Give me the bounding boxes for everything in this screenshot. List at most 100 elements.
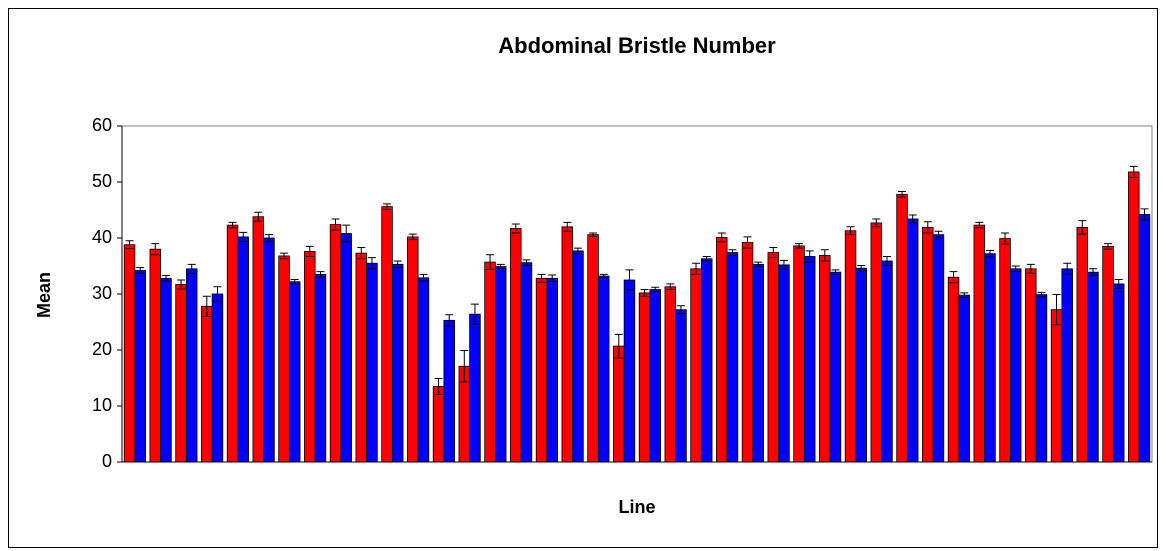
error-bar: [702, 255, 711, 262]
bar: [922, 226, 934, 463]
error-bar: [419, 273, 428, 282]
bar: [391, 263, 404, 463]
bar: [469, 313, 481, 463]
bar: [613, 345, 625, 463]
error-bar: [872, 218, 881, 228]
error-bar: [960, 292, 969, 298]
error-bar: [728, 249, 737, 256]
y-tick-label: 40: [92, 227, 112, 247]
bar: [1087, 271, 1099, 463]
bar: [906, 218, 919, 463]
error-bar: [239, 231, 248, 242]
bar: [597, 275, 610, 463]
error-bar: [769, 247, 778, 259]
y-tick-label: 20: [92, 339, 112, 359]
bar: [443, 319, 455, 463]
bar: [355, 252, 368, 463]
error-bar: [1037, 291, 1046, 298]
bar: [1138, 214, 1151, 463]
error-bar: [1026, 263, 1035, 274]
error-bar: [831, 269, 840, 275]
bar: [690, 268, 702, 463]
error-bar: [820, 249, 829, 262]
error-bar: [1078, 220, 1087, 235]
bar: [1025, 268, 1037, 463]
error-bar: [985, 249, 994, 258]
bar: [649, 289, 661, 463]
bar: [484, 261, 496, 463]
error-bar: [898, 191, 907, 198]
y-tick-label: 50: [92, 171, 112, 191]
bar: [855, 267, 867, 463]
error-bar: [136, 267, 145, 274]
error-bar: [125, 240, 134, 250]
error-bar: [717, 232, 726, 243]
bar: [675, 309, 687, 463]
error-bar: [1088, 268, 1097, 277]
error-bar: [882, 255, 891, 266]
error-bar: [795, 243, 804, 249]
error-bar: [254, 211, 263, 222]
error-bar: [573, 247, 582, 255]
bar: [510, 228, 522, 463]
error-bar: [949, 271, 958, 284]
bar: [767, 252, 780, 463]
bar: [700, 258, 713, 463]
bar: [973, 224, 986, 463]
error-bar: [496, 263, 505, 270]
y-tick-label: 0: [102, 451, 112, 471]
bar: [149, 248, 162, 463]
plot-area: [121, 125, 1153, 463]
bar: [829, 271, 842, 463]
error-bar: [599, 273, 608, 279]
bar: [288, 281, 301, 463]
bar: [417, 277, 430, 463]
error-bar: [460, 350, 469, 383]
error-bar: [202, 295, 211, 317]
error-bar: [563, 221, 572, 232]
bar: [1061, 268, 1073, 463]
bar: [366, 262, 378, 463]
bar: [1009, 268, 1022, 463]
bar: [819, 254, 831, 463]
bar: [134, 270, 146, 463]
error-bar: [151, 243, 160, 256]
error-bar: [393, 260, 402, 269]
bar: [1102, 245, 1114, 463]
bar: [752, 263, 764, 463]
error-bar: [934, 230, 943, 239]
error-bar: [445, 314, 454, 327]
error-bar: [666, 283, 675, 291]
error-bar: [316, 271, 325, 278]
bar: [793, 245, 805, 463]
bar: [314, 273, 327, 463]
bar: [623, 279, 636, 463]
error-bar: [470, 303, 479, 325]
bar: [535, 277, 548, 463]
bar: [803, 256, 816, 463]
bar: [237, 236, 249, 463]
bar: [741, 242, 754, 463]
error-bar: [213, 286, 222, 302]
bar: [546, 277, 558, 463]
chart-title: Abdominal Bristle Number: [498, 33, 776, 58]
y-axis-label: Mean: [34, 272, 54, 318]
bar: [664, 286, 677, 463]
error-bar: [434, 378, 443, 395]
error-bar: [264, 234, 273, 242]
bar: [844, 230, 857, 463]
bar: [999, 238, 1011, 463]
bar: [1076, 226, 1089, 463]
bar: [561, 226, 574, 463]
bar: [572, 250, 584, 463]
bar: [185, 268, 198, 463]
error-bar: [692, 262, 701, 275]
error-bar: [589, 232, 598, 237]
error-bar: [779, 259, 788, 270]
error-bar: [1063, 262, 1072, 275]
bar: [160, 277, 172, 463]
x-axis-label: Line: [618, 497, 655, 517]
bar: [1112, 283, 1125, 463]
bar: [870, 222, 883, 463]
